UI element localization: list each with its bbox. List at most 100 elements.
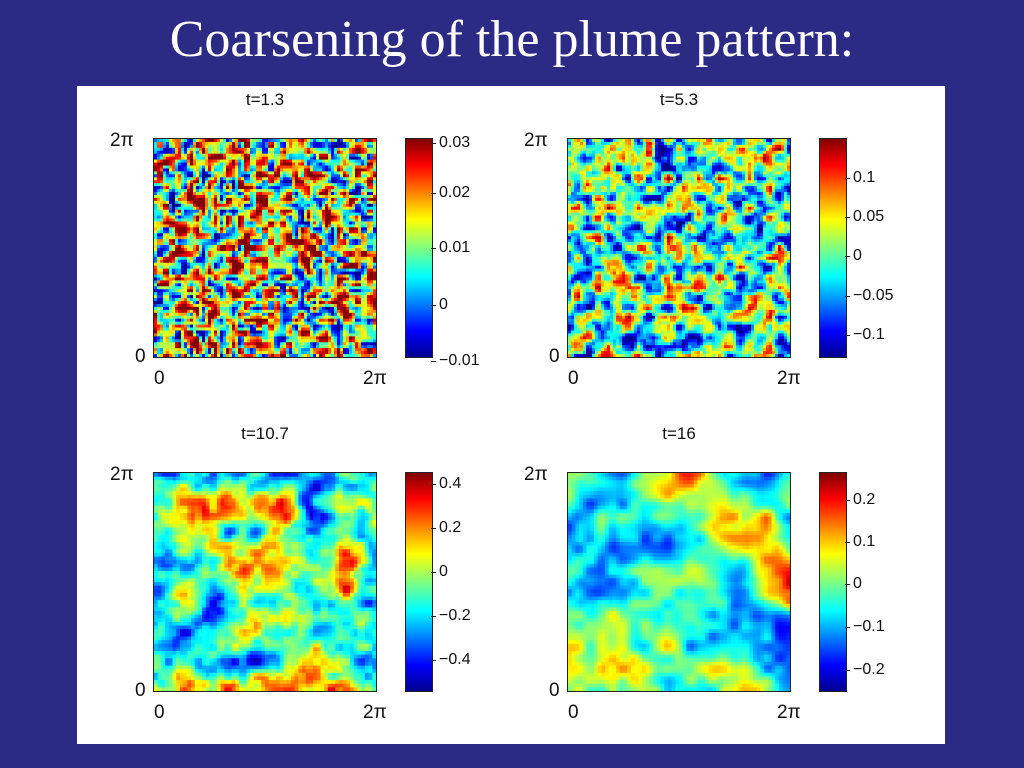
heatmap-cell xyxy=(265,248,269,252)
heatmap-cell xyxy=(175,144,179,149)
heatmap-cell xyxy=(286,286,290,290)
heatmap-cell xyxy=(163,203,167,208)
heatmap-cell xyxy=(160,295,164,299)
heatmap-cell xyxy=(235,256,239,261)
heatmap-cell xyxy=(337,289,341,293)
heatmap-cell xyxy=(169,194,173,199)
heatmap-cell xyxy=(238,292,242,296)
heatmap-cell xyxy=(343,312,347,317)
heatmap-cell xyxy=(286,153,290,158)
heatmap-cell xyxy=(232,295,236,299)
heatmap-cell xyxy=(277,168,281,173)
heatmap-cell xyxy=(259,312,263,317)
heatmap-cell xyxy=(274,318,278,323)
heatmap-cell xyxy=(355,306,359,311)
heatmap-cell xyxy=(250,295,254,299)
heatmap-cell xyxy=(364,162,368,167)
heatmap-cell xyxy=(184,171,188,175)
heatmap-cell xyxy=(169,206,173,211)
heatmap-cell xyxy=(199,327,203,332)
heatmap-cell xyxy=(307,153,311,158)
heatmap-cell xyxy=(196,236,200,240)
heatmap-cell xyxy=(304,333,308,337)
heatmap-cell xyxy=(241,147,245,152)
heatmap-cell xyxy=(190,301,194,305)
heatmap-cell xyxy=(343,321,347,326)
heatmap-cell xyxy=(190,139,194,143)
heatmap-cell xyxy=(169,189,173,193)
heatmap-cell xyxy=(196,268,200,273)
heatmap-cell xyxy=(298,144,302,149)
heatmap-cell xyxy=(301,168,305,173)
heatmap-cell xyxy=(247,309,251,314)
heatmap-cell xyxy=(280,174,284,178)
heatmap-cell xyxy=(295,147,299,152)
heatmap-cell xyxy=(340,256,344,261)
heatmap-cell xyxy=(304,162,308,167)
heatmap-cell xyxy=(241,162,245,167)
heatmap-cell xyxy=(247,242,251,246)
heatmap-cell xyxy=(295,324,299,329)
heatmap-cell xyxy=(175,192,179,196)
heatmap-cell xyxy=(364,147,368,152)
heatmap-cell xyxy=(229,277,233,282)
heatmap-cell xyxy=(205,265,209,270)
heatmap-cell xyxy=(274,174,278,178)
heatmap-cell xyxy=(163,292,167,296)
heatmap-cell xyxy=(328,212,332,217)
heatmap-cell xyxy=(334,280,338,284)
heatmap-cell xyxy=(229,242,233,246)
heatmap-cell xyxy=(331,165,335,170)
heatmap-cell xyxy=(358,209,362,214)
heatmap-cell xyxy=(175,230,179,234)
heatmap-cell xyxy=(289,318,293,323)
heatmap-cell xyxy=(187,150,191,155)
heatmap-cell xyxy=(307,295,311,299)
heatmap-cell xyxy=(367,295,371,299)
heatmap-cell xyxy=(355,230,359,234)
heatmap-cell xyxy=(232,309,236,314)
heatmap-cell xyxy=(187,224,191,228)
heatmap-cell xyxy=(313,236,317,240)
heatmap-cell xyxy=(208,186,212,190)
heatmap-cell xyxy=(229,274,233,279)
heatmap-cell xyxy=(262,248,266,252)
heatmap-cell xyxy=(157,183,161,187)
heatmap-cell xyxy=(181,227,185,231)
heatmap-cell xyxy=(175,156,179,161)
heatmap-cell xyxy=(196,162,200,167)
heatmap-cell xyxy=(154,295,158,299)
heatmap-cell xyxy=(310,153,314,158)
heatmap-cell xyxy=(364,298,368,302)
heatmap-cell xyxy=(307,200,311,205)
heatmap-cell xyxy=(205,256,209,261)
heatmap-cell xyxy=(334,321,338,326)
heatmap-cell xyxy=(214,324,218,329)
heatmap-cell xyxy=(235,189,239,193)
heatmap-cell xyxy=(256,165,260,170)
heatmap-cell xyxy=(223,165,227,170)
heatmap-cell xyxy=(193,274,197,279)
heatmap-cell xyxy=(286,147,290,152)
heatmap-cell xyxy=(154,292,158,296)
heatmap-cell xyxy=(202,233,206,237)
heatmap-cell xyxy=(265,150,269,155)
heatmap-cell xyxy=(337,209,341,214)
heatmap-cell xyxy=(208,336,212,340)
heatmap-cell xyxy=(238,295,242,299)
heatmap-cell xyxy=(277,306,281,311)
heatmap-cell xyxy=(160,262,164,267)
heatmap-cell xyxy=(370,200,374,205)
heatmap-cell xyxy=(277,194,281,199)
heatmap-cell xyxy=(196,215,200,220)
heatmap-cell xyxy=(307,212,311,217)
heatmap-cell xyxy=(256,301,260,305)
heatmap-cell xyxy=(367,227,371,231)
heatmap-cell xyxy=(331,277,335,282)
heatmap-cell xyxy=(289,303,293,308)
heatmap-cell xyxy=(319,183,323,187)
heatmap-cell xyxy=(256,224,260,228)
heatmap-cell xyxy=(226,197,230,202)
heatmap-cell xyxy=(271,174,275,178)
heatmap-cell xyxy=(235,183,239,187)
